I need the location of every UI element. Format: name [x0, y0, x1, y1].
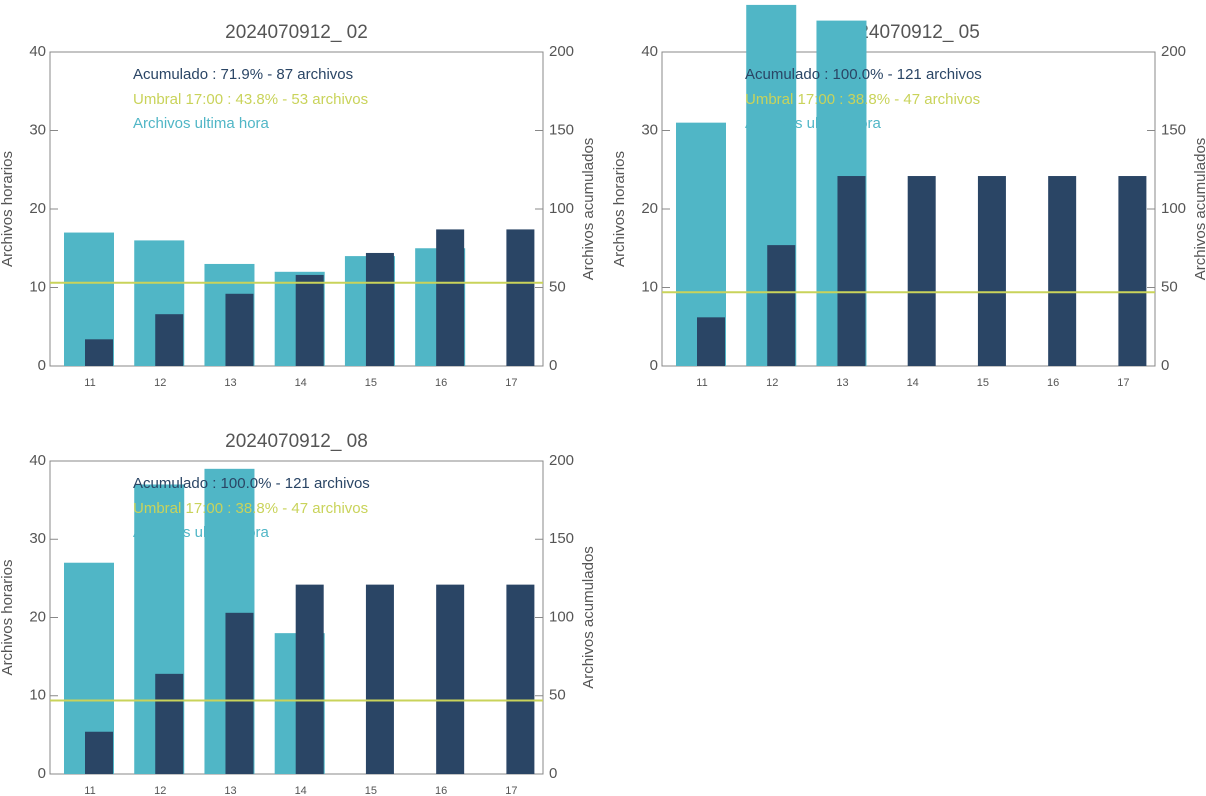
x-tick-label: 14 — [295, 377, 307, 389]
legend-threshold: Umbral 17:00 : 38.8% - 47 archivos — [745, 91, 980, 108]
chart-title: 2024070912_ 02 — [225, 22, 368, 43]
x-tick-label: 15 — [977, 377, 989, 389]
y2-tick-label: 200 — [549, 452, 574, 469]
x-tick-label: 13 — [224, 785, 236, 796]
x-tick-label: 11 — [84, 377, 95, 389]
legend-accumulated: Acumulado : 71.9% - 87 archivos — [133, 66, 353, 83]
y-tick-label: 0 — [38, 765, 46, 782]
y2-tick-label: 0 — [549, 357, 557, 374]
y-tick-label: 40 — [29, 43, 46, 60]
y-tick-label: 30 — [29, 530, 46, 547]
accumulated-bar — [225, 612, 254, 774]
accumulated-bar — [767, 245, 796, 366]
x-tick-label: 16 — [435, 785, 447, 796]
legend-threshold: Umbral 17:00 : 38.8% - 47 archivos — [133, 500, 368, 517]
accumulated-bar — [907, 176, 936, 366]
legend-hourly: Archivos ultima hora — [133, 115, 270, 132]
legend-threshold: Umbral 17:00 : 43.8% - 53 archivos — [133, 91, 368, 108]
accumulated-bar — [436, 229, 465, 366]
accumulated-bar — [85, 339, 113, 366]
y-tick-label: 30 — [641, 121, 658, 138]
x-tick-label: 13 — [224, 377, 236, 389]
x-tick-label: 14 — [295, 785, 307, 796]
y-tick-label: 0 — [38, 357, 46, 374]
chart-title: 2024070912_ 08 — [225, 431, 368, 452]
y-tick-label: 40 — [641, 43, 658, 60]
accumulated-bar — [295, 584, 324, 774]
x-tick-label: 17 — [1117, 377, 1129, 389]
y-tick-label: 10 — [29, 687, 46, 704]
y-tick-label: 10 — [29, 278, 46, 295]
y2-tick-label: 150 — [1161, 121, 1186, 138]
y-tick-label: 10 — [641, 278, 658, 295]
y-tick-label: 40 — [29, 452, 46, 469]
accumulated-bar — [155, 673, 184, 774]
y2-axis-label: Archivos acumulados — [1192, 138, 1206, 281]
x-tick-label: 12 — [154, 785, 166, 796]
y2-tick-label: 150 — [549, 530, 574, 547]
accumulated-bar — [1118, 176, 1147, 366]
accumulated-bar — [506, 584, 535, 774]
y-tick-label: 20 — [29, 200, 46, 217]
accumulated-bar — [1048, 176, 1077, 366]
y-tick-label: 20 — [29, 608, 46, 625]
y-axis-label: Archivos horarios — [0, 151, 16, 267]
legend-hourly: Archivos ultima hora — [133, 524, 270, 541]
x-tick-label: 12 — [766, 377, 778, 389]
y2-tick-label: 100 — [549, 608, 574, 625]
accumulated-bar — [837, 176, 866, 366]
y-tick-label: 0 — [650, 357, 658, 374]
x-tick-label: 12 — [154, 377, 166, 389]
x-tick-label: 14 — [907, 377, 919, 389]
accumulated-bar — [977, 176, 1006, 366]
y2-axis-label: Archivos acumulados — [580, 546, 597, 689]
accumulated-bar — [436, 584, 465, 774]
y2-tick-label: 50 — [549, 687, 566, 704]
accumulated-bar — [85, 731, 113, 774]
y2-tick-label: 100 — [1161, 200, 1186, 217]
legend-accumulated: Acumulado : 100.0% - 121 archivos — [133, 475, 370, 492]
accumulated-bar — [155, 314, 184, 366]
accumulated-bar — [697, 317, 725, 366]
y2-tick-label: 200 — [1161, 43, 1186, 60]
y-axis-label: Archivos horarios — [611, 151, 628, 267]
y-tick-label: 30 — [29, 121, 46, 138]
x-tick-label: 15 — [365, 377, 377, 389]
x-tick-label: 17 — [505, 785, 517, 796]
y2-tick-label: 0 — [549, 765, 557, 782]
legend-hourly: Archivos ultima hora — [745, 115, 882, 132]
chart-title: 2024070912_ 05 — [837, 22, 980, 43]
y2-tick-label: 50 — [549, 278, 566, 295]
y2-tick-label: 50 — [1161, 278, 1178, 295]
y2-tick-label: 100 — [549, 200, 574, 217]
y-tick-label: 20 — [641, 200, 658, 217]
x-tick-label: 11 — [84, 785, 95, 796]
x-tick-label: 13 — [836, 377, 848, 389]
x-tick-label: 17 — [505, 377, 517, 389]
x-tick-label: 16 — [1047, 377, 1059, 389]
y2-tick-label: 150 — [549, 121, 574, 138]
x-tick-label: 15 — [365, 785, 377, 796]
accumulated-bar — [506, 229, 535, 366]
accumulated-bar — [225, 293, 254, 366]
accumulated-bar — [365, 584, 394, 774]
y2-axis-label: Archivos acumulados — [580, 138, 597, 281]
x-tick-label: 16 — [435, 377, 447, 389]
x-tick-label: 11 — [696, 377, 707, 389]
legend-accumulated: Acumulado : 100.0% - 121 archivos — [745, 66, 982, 83]
y-axis-label: Archivos horarios — [0, 560, 16, 676]
y2-tick-label: 0 — [1161, 357, 1169, 374]
y2-tick-label: 200 — [549, 43, 574, 60]
accumulated-bar — [295, 274, 324, 366]
accumulated-bar — [365, 252, 394, 366]
